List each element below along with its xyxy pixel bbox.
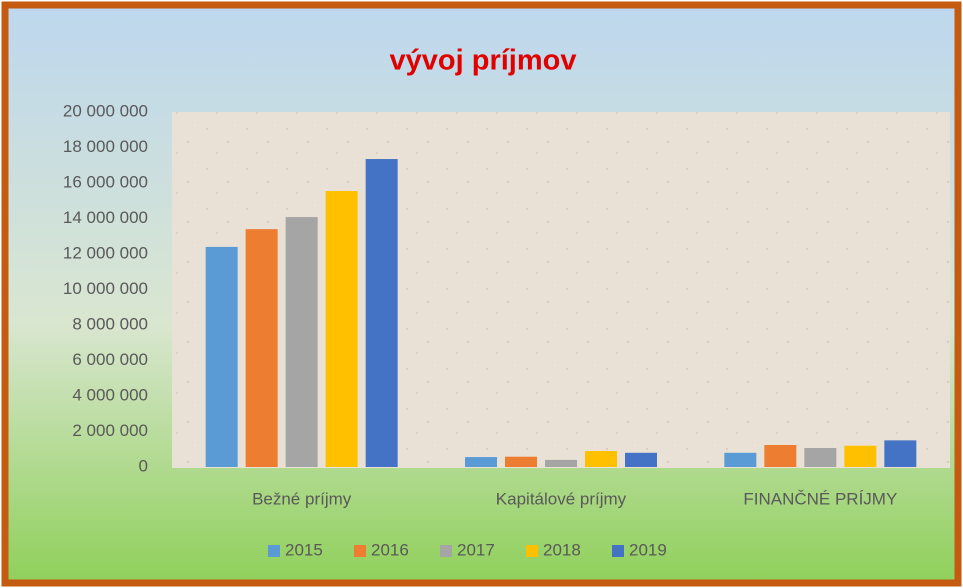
legend-label: 2017 [457,540,495,559]
y-tick-label: 0 [139,456,148,475]
y-tick-label: 18 000 000 [63,137,148,156]
bar [884,440,917,467]
bar [585,451,617,467]
y-tick-label: 4 000 000 [72,385,148,404]
bar [205,246,238,467]
y-tick-label: 14 000 000 [63,208,148,227]
bar [325,190,358,468]
bar [724,452,757,467]
legend-label: 2015 [285,540,323,559]
y-tick-label: 8 000 000 [72,314,148,333]
x-tick-label: FINANČNÉ PRÍJMY [743,489,897,508]
legend-swatch [268,545,280,557]
legend-swatch [440,545,452,557]
legend-swatch [354,545,366,557]
bar [764,444,797,467]
bar [465,457,497,467]
legend-swatch [526,545,538,557]
bar [804,448,837,467]
x-tick-label: Kapitálové príjmy [496,489,627,508]
chart-title: vývoj príjmov [390,45,577,77]
bar [545,459,577,467]
legend-swatch [612,545,624,557]
legend-label: 2018 [543,540,581,559]
bar [365,159,398,467]
bar [285,217,318,467]
bar [844,445,877,467]
y-tick-label: 6 000 000 [72,350,148,369]
legend-label: 2019 [629,540,667,559]
legend-label: 2016 [371,540,409,559]
y-tick-label: 2 000 000 [72,421,148,440]
x-tick-label: Bežné príjmy [252,489,352,508]
y-tick-label: 16 000 000 [63,172,148,191]
y-tick-label: 20 000 000 [63,101,148,120]
y-tick-label: 12 000 000 [63,243,148,262]
bar [245,229,278,467]
y-tick-label: 10 000 000 [63,279,148,298]
bar [625,452,657,467]
bar [505,456,537,467]
